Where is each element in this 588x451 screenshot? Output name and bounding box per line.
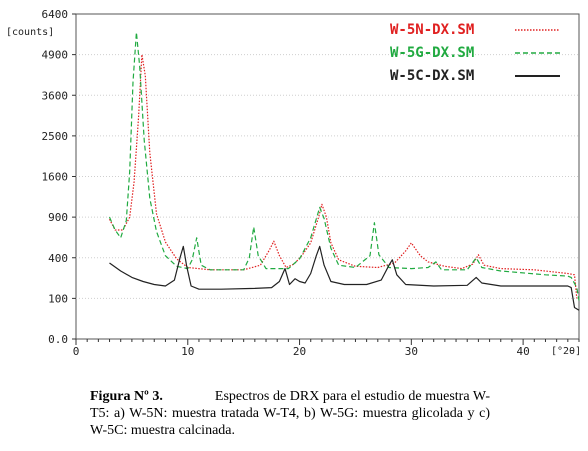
x-axis-ticks: 0 10 20 30 40 <box>73 339 580 358</box>
y-axis-unit: [counts] <box>6 27 54 38</box>
x-tick-label: 10 <box>181 345 194 358</box>
caption-label: Figura Nº 3. <box>90 389 163 404</box>
series-line-1 <box>108 54 578 299</box>
x-tick-label: 30 <box>405 345 418 358</box>
y-tick-label: 4900 <box>42 49 69 62</box>
legend-entry-label: W-5N-DX.SM <box>390 22 474 38</box>
figure-caption: Figura Nº 3. Espectros de DRX para el est… <box>90 388 490 439</box>
y-tick-label: 6400 <box>42 8 69 21</box>
y-tick-label: 900 <box>48 211 68 224</box>
y-tick-label: 400 <box>48 252 68 265</box>
series-line-3 <box>109 245 580 311</box>
gridlines <box>76 54 579 299</box>
y-axis-ticks: 0.0 100 400 900 1600 2500 3600 4900 6400 <box>42 8 76 346</box>
y-tick-label: 2500 <box>42 130 69 143</box>
legend-entry-label: W-5C-DX.SM <box>390 68 474 84</box>
y-tick-label: 3600 <box>42 89 69 102</box>
xrd-chart: [counts] [°2θ] 0.01004009001600250036004… <box>6 8 581 358</box>
caption-text: Espectros de DRX para el estudio de mues… <box>90 389 490 438</box>
x-tick-label: 20 <box>293 345 306 358</box>
legend: W-5N-DX.SM W-5G-DX.SM W-5C-DX.SM <box>390 22 560 84</box>
x-tick-label: 40 <box>516 345 529 358</box>
y-tick-label: 0.0 <box>48 333 68 346</box>
series-lines <box>108 31 580 311</box>
legend-entry-label: W-5G-DX.SM <box>390 45 474 61</box>
y-tick-label: 1600 <box>42 171 69 184</box>
x-tick-label: 0 <box>73 345 80 358</box>
series-line-2 <box>108 31 580 301</box>
x-axis-unit: [°2θ] <box>551 346 581 357</box>
y-tick-label: 100 <box>48 292 68 305</box>
